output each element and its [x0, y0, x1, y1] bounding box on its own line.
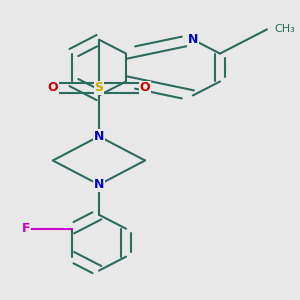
Text: N: N [94, 178, 104, 191]
Text: O: O [48, 82, 58, 94]
Text: N: N [94, 130, 104, 143]
Text: N: N [188, 33, 198, 46]
Text: S: S [94, 82, 103, 94]
Text: F: F [22, 222, 30, 235]
Text: O: O [140, 82, 150, 94]
Text: CH₃: CH₃ [274, 24, 295, 34]
